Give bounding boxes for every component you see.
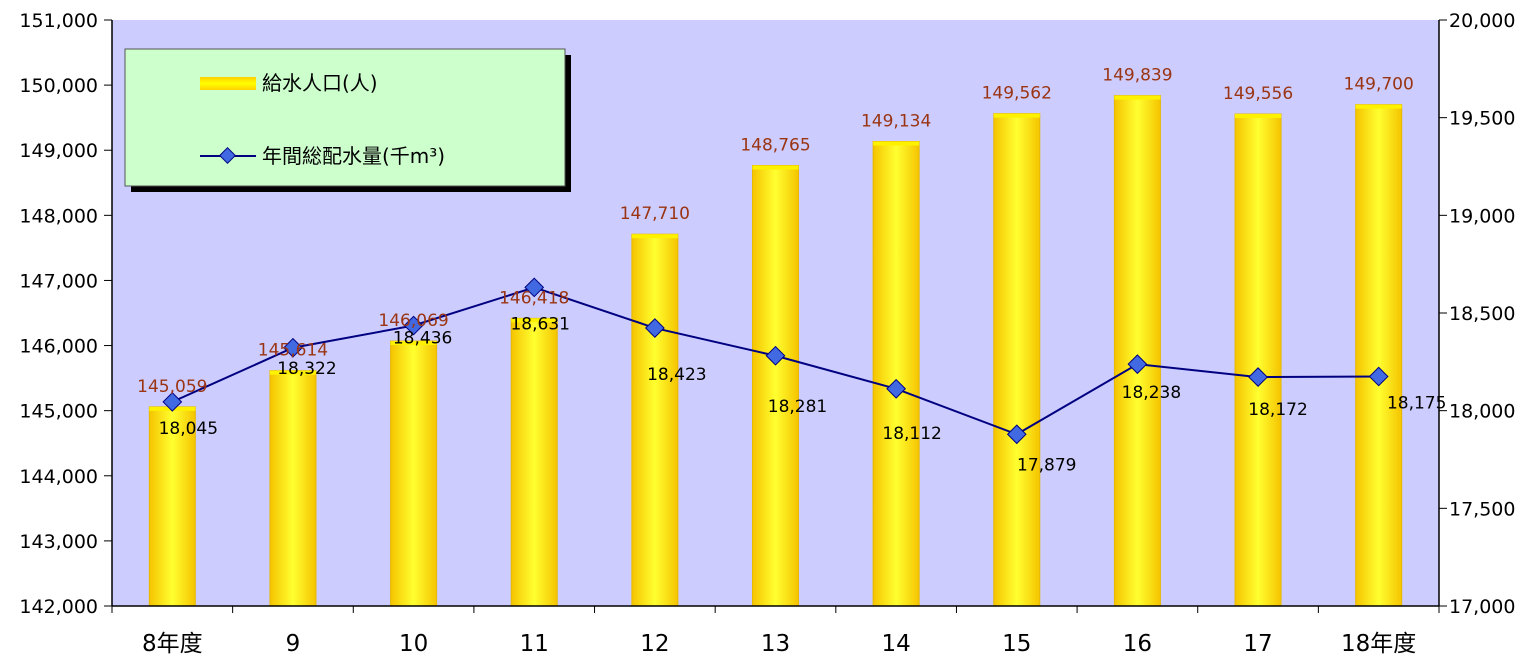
line-point-1 bbox=[283, 337, 303, 358]
bar-top-7 bbox=[993, 113, 1040, 118]
bar-top-2 bbox=[390, 341, 437, 346]
bar-top-1 bbox=[269, 370, 316, 375]
line-label-8: 18,238 bbox=[1122, 383, 1181, 403]
line-point-5 bbox=[765, 345, 786, 366]
bar-top-10 bbox=[1355, 104, 1402, 109]
bar-label-8: 149,839 bbox=[1102, 66, 1172, 86]
x-tick-0: 8年度 bbox=[142, 631, 203, 657]
bar-label-5: 148,765 bbox=[740, 136, 810, 156]
bar-label-2: 146,069 bbox=[378, 311, 448, 331]
line-point-6 bbox=[886, 378, 907, 399]
line-label-1: 18,322 bbox=[277, 359, 336, 379]
bar-6 bbox=[872, 140, 920, 607]
line-point-2 bbox=[403, 315, 424, 336]
x-tick-9: 17 bbox=[1243, 631, 1272, 657]
y-left-tick-1: 143,000 bbox=[19, 531, 98, 553]
y-left-tick-0: 142,000 bbox=[19, 596, 98, 618]
x-tick-1: 9 bbox=[286, 631, 301, 657]
bar-top-6 bbox=[873, 141, 920, 146]
bar-label-7: 149,562 bbox=[982, 84, 1052, 104]
x-tick-3: 11 bbox=[520, 631, 549, 657]
y-left-tick-5: 147,000 bbox=[19, 270, 98, 292]
y-right-tick-6: 20,000 bbox=[1449, 10, 1515, 32]
bar-4 bbox=[631, 233, 679, 607]
line-label-10: 18,175 bbox=[1387, 393, 1446, 413]
line-point-9 bbox=[1248, 367, 1268, 387]
bar-8 bbox=[1113, 95, 1161, 607]
bar-series bbox=[148, 95, 1403, 607]
bar-top-5 bbox=[752, 165, 799, 170]
bar-label-4: 147,710 bbox=[620, 204, 690, 224]
y-left-tick-2: 144,000 bbox=[19, 466, 98, 488]
x-tick-5: 13 bbox=[761, 631, 790, 657]
line-label-7: 17,879 bbox=[1017, 455, 1076, 475]
y-left-tick-3: 145,000 bbox=[19, 401, 98, 423]
bar-top-8 bbox=[1114, 95, 1161, 100]
y-left-tick-9: 151,000 bbox=[19, 10, 98, 32]
line-label-9: 18,172 bbox=[1248, 400, 1307, 420]
bar-label-3: 146,418 bbox=[499, 288, 569, 308]
line-point-3 bbox=[524, 277, 545, 298]
line-label-6: 18,112 bbox=[882, 424, 941, 444]
legend-bar-swatch bbox=[200, 77, 256, 90]
line-point-7 bbox=[1006, 424, 1027, 445]
legend-line-label: 年間総配水量(千m³) bbox=[262, 144, 445, 168]
x-tick-6: 14 bbox=[881, 631, 910, 657]
x-tick-10: 18年度 bbox=[1341, 631, 1416, 657]
y-right-tick-1: 17,500 bbox=[1449, 498, 1515, 520]
line-label-5: 18,281 bbox=[768, 397, 827, 417]
bar-top-4 bbox=[631, 234, 678, 239]
bar-label-6: 149,134 bbox=[861, 111, 931, 131]
x-tick-8: 16 bbox=[1123, 631, 1152, 657]
bar-top-3 bbox=[511, 318, 558, 323]
line-point-4 bbox=[644, 318, 665, 338]
line-label-3: 18,631 bbox=[510, 314, 569, 334]
bar-9 bbox=[1234, 113, 1282, 607]
y-left-tick-8: 150,000 bbox=[19, 75, 98, 97]
bar-top-9 bbox=[1235, 114, 1282, 119]
y-right-tick-3: 18,500 bbox=[1449, 303, 1515, 325]
bar-2 bbox=[390, 340, 438, 607]
legend: 給水人口(人) 年間総配水量(千m³) bbox=[124, 48, 571, 192]
legend-line-marker bbox=[219, 147, 236, 164]
line-label-0: 18,045 bbox=[159, 419, 218, 439]
y-right-tick-2: 18,000 bbox=[1449, 401, 1515, 423]
line-series bbox=[162, 277, 1389, 445]
bar-3 bbox=[510, 317, 558, 607]
bar-label-0: 145,059 bbox=[137, 377, 207, 397]
y-right-tick-4: 19,000 bbox=[1449, 205, 1515, 227]
line-point-10 bbox=[1368, 366, 1389, 387]
line-label-2: 18,436 bbox=[393, 329, 452, 349]
y-left-tick-4: 146,000 bbox=[19, 336, 98, 358]
bar-5 bbox=[752, 165, 799, 607]
bar-7 bbox=[993, 113, 1041, 607]
bar-1 bbox=[269, 370, 317, 607]
y-right-tick-5: 19,500 bbox=[1449, 108, 1515, 130]
line-point-8 bbox=[1127, 354, 1148, 375]
bar-label-10: 149,700 bbox=[1344, 75, 1414, 95]
line-label-4: 18,423 bbox=[647, 365, 706, 385]
bar-label-9: 149,556 bbox=[1223, 84, 1293, 104]
axes: 142,000 143,000 144,000 145,000 146,000 147,0… bbox=[19, 10, 1515, 657]
bar-0 bbox=[148, 406, 196, 607]
y-left-tick-6: 148,000 bbox=[19, 205, 98, 227]
data-labels: 145,059 145,614 146,069 146,418 147,710 148,7… bbox=[137, 66, 1446, 476]
bar-10 bbox=[1355, 104, 1403, 607]
x-tick-2: 10 bbox=[399, 631, 428, 657]
legend-bar-label: 給水人口(人) bbox=[262, 71, 378, 95]
y-right-tick-0: 17,000 bbox=[1449, 596, 1515, 618]
bar-label-1: 145,614 bbox=[258, 341, 328, 361]
x-tick-4: 12 bbox=[640, 631, 669, 657]
y-left-tick-7: 149,000 bbox=[19, 140, 98, 162]
x-tick-7: 15 bbox=[1002, 631, 1031, 657]
line-point-0 bbox=[162, 391, 183, 412]
